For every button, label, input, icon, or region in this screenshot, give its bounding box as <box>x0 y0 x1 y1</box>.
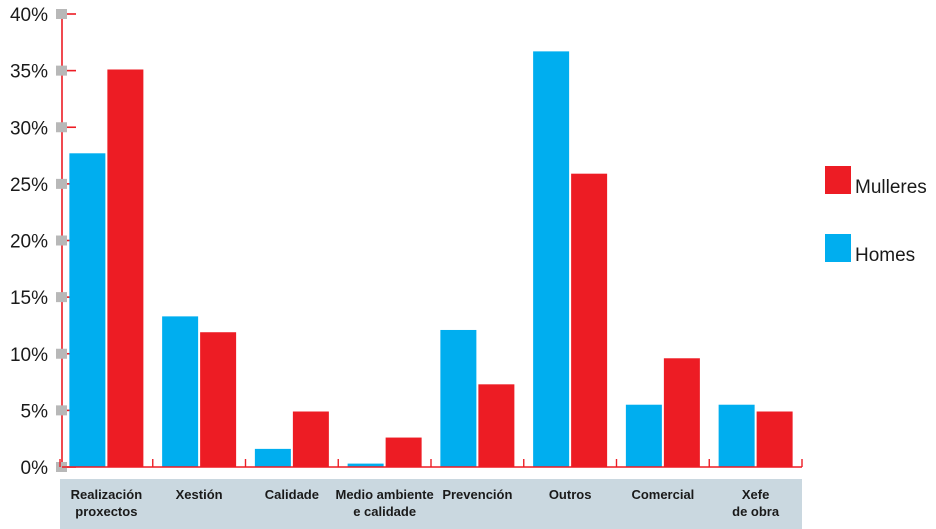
y-tick-label: 5% <box>21 401 49 422</box>
y-tick-marker <box>56 405 67 416</box>
bar-homes-8 <box>718 404 755 467</box>
y-tick-label: 15% <box>10 288 48 309</box>
bar-mulleres-6 <box>571 173 608 467</box>
y-tick-marker <box>56 178 67 189</box>
bar-homes-5 <box>440 329 477 467</box>
y-tick-label: 40% <box>10 5 48 26</box>
y-tick-marker <box>56 462 67 472</box>
legend-swatch-mulleres <box>825 166 851 194</box>
bar-homes-1 <box>69 153 106 468</box>
category-band <box>60 479 802 529</box>
y-tick-marker <box>56 122 67 133</box>
y-tick-label: 20% <box>10 232 48 253</box>
category-label: Realización proxectos <box>71 487 143 519</box>
bar-homes-2 <box>162 316 199 467</box>
bar-mulleres-3 <box>292 411 329 467</box>
bars <box>69 51 793 468</box>
bar-mulleres-5 <box>478 384 515 467</box>
category-labels: Realización proxectos Xestión Calidade Medio… <box>71 487 780 519</box>
bar-homes-7 <box>625 404 662 467</box>
bar-mulleres-4 <box>385 437 422 467</box>
category-label: Xestión <box>176 487 223 502</box>
y-tick-marker <box>56 65 67 76</box>
x-axis <box>59 459 803 468</box>
bar-mulleres-2 <box>200 332 237 467</box>
y-tick-label: 30% <box>10 118 48 139</box>
bar-mulleres-1 <box>107 69 144 468</box>
bar-homes-3 <box>254 448 291 467</box>
y-tick-label: 35% <box>10 62 48 83</box>
y-tick-label: 25% <box>10 175 48 196</box>
category-label: Comercial <box>631 487 694 502</box>
category-label: Medio ambiente e calidade <box>336 487 434 519</box>
legend-label-mulleres: Mulleres <box>855 177 927 198</box>
bar-homes-6 <box>533 51 570 468</box>
category-label: Calidade <box>265 487 319 502</box>
category-label: Prevención <box>442 487 512 502</box>
y-tick-label: 10% <box>10 345 48 366</box>
y-tick-marker <box>56 292 67 303</box>
category-label: Outros <box>549 487 592 502</box>
y-tick-label: 0% <box>21 458 49 479</box>
category-label: Xefe de obra <box>732 487 780 519</box>
legend-label-homes: Homes <box>855 245 915 266</box>
y-tick-marker <box>56 9 67 19</box>
bar-mulleres-8 <box>756 411 793 467</box>
y-tick-marker <box>56 348 67 359</box>
y-tick-marker <box>56 235 67 246</box>
legend: Mulleres Homes <box>825 166 927 266</box>
legend-swatch-homes <box>825 234 851 262</box>
y-axis: 0% 5% 10% 15% 20% 25% 30% 35% 40% <box>10 5 76 479</box>
bar-mulleres-7 <box>663 358 700 467</box>
bar-homes-4 <box>347 463 384 467</box>
